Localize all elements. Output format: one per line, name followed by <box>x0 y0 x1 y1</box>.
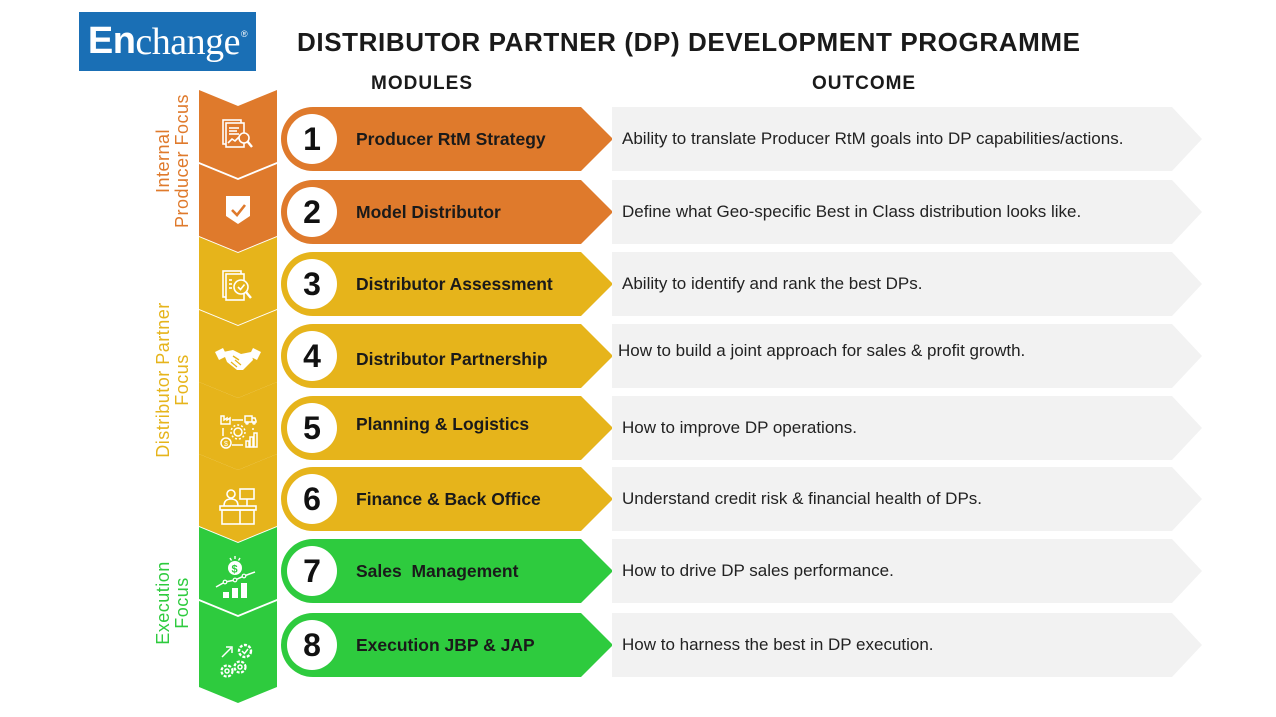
page-title: DISTRIBUTOR PARTNER (DP) DEVELOPMENT PRO… <box>297 27 1081 57</box>
gears-arrow-icon <box>220 643 253 678</box>
chevron-step-8 <box>199 601 277 703</box>
module-number: 6 <box>287 474 337 524</box>
svg-text:$: $ <box>232 564 238 576</box>
chevron-step-3 <box>199 237 277 325</box>
group-label-line: Producer Focus <box>172 93 192 229</box>
logistics-cycle-icon: $ <box>220 415 258 449</box>
group-label-line: Distributor Partner <box>153 302 173 458</box>
outcome-row-1: Ability to translate Producer RtM goals … <box>598 107 1204 171</box>
logo-registered-mark: ® <box>241 28 248 39</box>
chevron-step-6 <box>199 454 277 542</box>
chevron-step-4 <box>199 310 277 398</box>
outcome-text: Ability to translate Producer RtM goals … <box>622 129 1124 148</box>
outcome-text: How to drive DP sales performance. <box>622 561 894 580</box>
office-desk-icon <box>219 488 257 525</box>
module-pill-3: 3 Distributor Assessment <box>281 252 613 316</box>
group-label-line: Focus <box>172 354 192 406</box>
logo-suffix: change <box>135 20 241 63</box>
chevron-step-7: $ <box>199 527 277 615</box>
module-number: 4 <box>287 331 337 381</box>
outcome-text: Ability to identify and rank the best DP… <box>622 274 923 293</box>
chevron-step-5: $ <box>199 382 277 470</box>
outcome-row-4: How to build a joint approach for sales … <box>598 324 1204 388</box>
module-pill-7: 7 Sales Management <box>281 539 613 603</box>
chevron-step-1 <box>199 90 277 178</box>
chevron-step-2 <box>199 164 277 252</box>
module-pill-4: 4 Distributor Partnership <box>281 324 613 388</box>
outcome-column-header: OUTCOME <box>812 73 917 94</box>
handshake-icon <box>215 348 261 370</box>
module-number: 2 <box>287 187 337 237</box>
module-pill-6: 6 Finance & Back Office <box>281 467 613 531</box>
module-number: 3 <box>287 259 337 309</box>
sales-growth-icon: $ <box>215 556 256 598</box>
document-check-search-icon <box>222 270 252 301</box>
outcome-row-2: Define what Geo-specific Best in Class d… <box>598 180 1204 244</box>
module-label: Sales Management <box>356 560 519 581</box>
group-label-internal-producer-focus: Internal Producer Focus <box>153 86 192 236</box>
module-number: 1 <box>287 114 337 164</box>
outcome-text: Understand credit risk & financial healt… <box>622 489 983 508</box>
outcome-row-7: How to drive DP sales performance. <box>598 539 1204 603</box>
modules-column-header: MODULES <box>371 73 473 94</box>
module-pill-5: 5 Planning & Logistics <box>281 396 613 460</box>
outcome-row-6: Understand credit risk & financial healt… <box>598 467 1204 531</box>
outcome-text: How to build a joint approach for sales … <box>618 341 1026 360</box>
group-label-line: Internal <box>153 128 173 194</box>
document-analysis-icon <box>222 119 253 148</box>
group-label-line: Execution <box>153 561 173 645</box>
group-label-distributor-partner-focus: Distributor Partner Focus <box>153 275 192 485</box>
module-pill-8: 8 Execution JBP & JAP <box>281 613 613 677</box>
group-label-execution-focus: Execution Focus <box>153 548 192 658</box>
module-label: Producer RtM Strategy <box>356 128 546 149</box>
logo-prefix: En <box>87 20 136 62</box>
shield-check-icon <box>226 196 250 224</box>
module-label: Execution JBP & JAP <box>356 634 535 655</box>
enchange-logo: En change ® <box>79 12 256 71</box>
outcome-text: Define what Geo-specific Best in Class d… <box>622 202 1082 221</box>
outcome-row-8: How to harness the best in DP execution. <box>598 613 1204 677</box>
module-label: Model Distributor <box>356 201 501 222</box>
outcome-row-3: Ability to identify and rank the best DP… <box>598 252 1204 316</box>
module-label: Distributor Partnership <box>356 348 548 369</box>
module-number: 5 <box>287 403 337 453</box>
module-pill-1: 1 Producer RtM Strategy <box>281 107 613 171</box>
module-number: 8 <box>287 620 337 670</box>
module-label: Finance & Back Office <box>356 488 541 509</box>
module-label: Distributor Assessment <box>356 273 553 294</box>
outcome-text: How to harness the best in DP execution. <box>622 635 934 654</box>
module-pill-2: 2 Model Distributor <box>281 180 613 244</box>
outcome-row-5: How to improve DP operations. <box>598 396 1204 460</box>
module-label: Planning & Logistics <box>356 413 530 434</box>
group-label-line: Focus <box>172 577 192 629</box>
module-number: 7 <box>287 546 337 596</box>
svg-text:$: $ <box>224 441 228 448</box>
outcome-text: How to improve DP operations. <box>622 418 857 437</box>
